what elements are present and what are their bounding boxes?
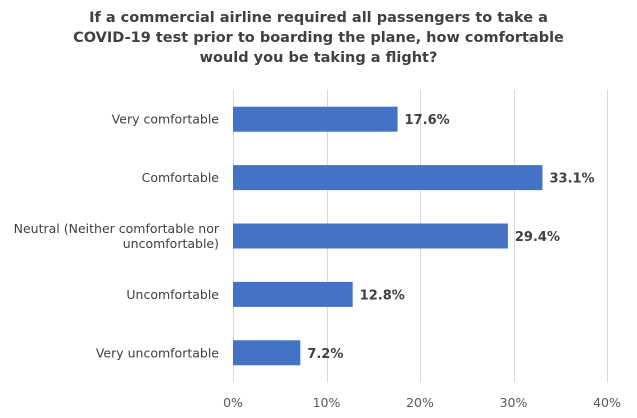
data-label: 17.6%	[405, 113, 450, 128]
x-tick-label: 10%	[313, 395, 341, 410]
data-label: 33.1%	[549, 172, 594, 187]
category-label: Uncomfortable	[126, 287, 219, 302]
x-tick-label: 20%	[406, 395, 434, 410]
bar	[233, 340, 301, 366]
category-label: Very comfortable	[112, 112, 220, 127]
data-label: 12.8%	[360, 288, 405, 303]
bar	[233, 165, 543, 191]
x-tick-label: 0%	[223, 395, 243, 410]
data-label: 29.4%	[515, 230, 560, 245]
category-label: Very uncomfortable	[96, 345, 219, 360]
x-tick-label: 40%	[593, 395, 621, 410]
bar	[233, 281, 353, 307]
bar	[233, 106, 398, 132]
chart-title: If a commercial airline required all pas…	[73, 10, 564, 66]
category-label: Comfortable	[142, 170, 220, 185]
data-label: 7.2%	[307, 347, 343, 362]
x-tick-label: 30%	[500, 395, 528, 410]
bar	[233, 223, 508, 249]
category-label: Neutral (Neither comfortable nor uncomfor…	[14, 221, 220, 251]
